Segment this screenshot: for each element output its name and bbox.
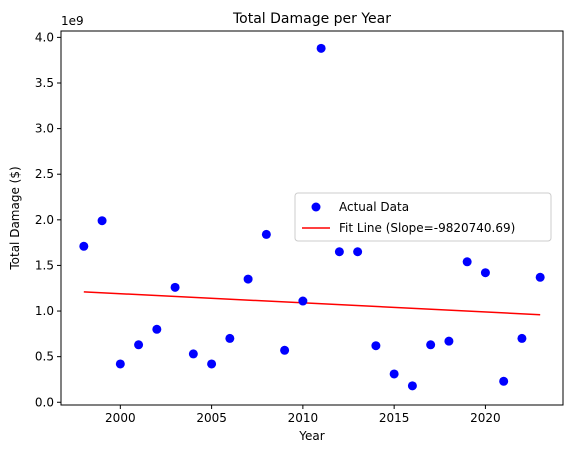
y-tick-label: 1.0 — [35, 304, 54, 318]
data-point — [353, 247, 363, 257]
data-point — [261, 229, 271, 239]
data-point — [207, 359, 217, 369]
data-layer — [79, 43, 545, 391]
y-axis-label: Total Damage ($) — [8, 166, 22, 270]
data-point — [480, 268, 490, 278]
legend-box — [294, 192, 552, 242]
y-multiplier-label: 1e9 — [61, 14, 84, 28]
y-tick-label: 0.5 — [35, 350, 54, 364]
data-point — [115, 359, 125, 369]
x-tick-label: 2010 — [288, 411, 319, 425]
data-point — [225, 333, 235, 343]
chart-title: Total Damage per Year — [232, 11, 391, 27]
data-point — [426, 340, 436, 350]
data-point — [334, 247, 344, 257]
x-tick-label: 2000 — [105, 411, 136, 425]
data-point — [535, 272, 545, 282]
data-point — [407, 381, 417, 391]
plot-frame — [60, 30, 564, 406]
data-point — [280, 345, 290, 355]
x-axis-label: Year — [298, 429, 324, 443]
data-point — [462, 257, 472, 267]
data-point — [389, 369, 399, 379]
data-point — [79, 241, 89, 251]
legend-label-fit-line: Fit Line (Slope=-9820740.69) — [339, 221, 515, 235]
y-tick-label: 1.5 — [35, 258, 54, 272]
y-tick-label: 0.0 — [35, 395, 54, 409]
data-point — [188, 349, 198, 359]
y-tick-label: 2.5 — [35, 167, 54, 181]
data-point — [134, 340, 144, 350]
data-point — [499, 376, 509, 386]
data-point — [371, 341, 381, 351]
data-point — [444, 336, 454, 346]
data-point — [170, 282, 180, 292]
legend-label-actual-data: Actual Data — [339, 200, 409, 214]
data-point — [152, 324, 162, 334]
data-point — [97, 216, 107, 226]
x-tick-label: 2015 — [379, 411, 410, 425]
legend-marker-actual-data — [311, 202, 321, 212]
y-tick-label: 4.0 — [35, 30, 54, 44]
fit-line — [83, 291, 541, 316]
y-tick-label: 3.5 — [35, 76, 54, 90]
axes-layer: 2000 2005 2010 2015 2020 0.0 0.5 1.0 1.5 2.0 2.5 3.… — [35, 30, 501, 425]
data-point — [517, 333, 527, 343]
data-point — [243, 274, 253, 284]
data-point — [316, 43, 326, 53]
legend: Actual Data Fit Line (Slope=-9820740.69) — [294, 192, 552, 242]
y-tick-label: 2.0 — [35, 213, 54, 227]
data-point — [298, 296, 308, 306]
x-tick-label: 2020 — [470, 411, 501, 425]
y-tick-label: 3.0 — [35, 122, 54, 136]
x-tick-label: 2005 — [196, 411, 227, 425]
